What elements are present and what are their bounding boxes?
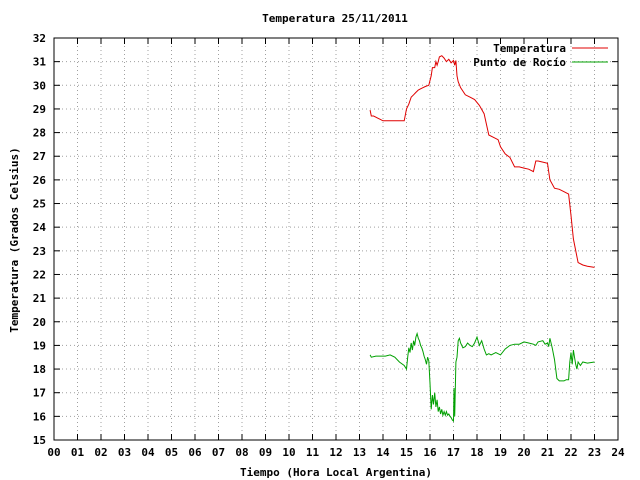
y-tick-label: 15 (33, 434, 46, 447)
legend-label-0: Temperatura (493, 42, 566, 55)
x-tick-label: 13 (353, 446, 366, 459)
x-tick-label: 02 (94, 446, 107, 459)
x-axis-label: Tiempo (Hora Local Argentina) (240, 466, 432, 479)
y-tick-label: 24 (33, 221, 47, 234)
series-line-0 (369, 55, 595, 268)
grid (54, 38, 618, 440)
y-tick-label: 16 (33, 410, 47, 423)
y-tick-label: 29 (33, 103, 46, 116)
x-tick-label: 09 (259, 446, 272, 459)
axis-ticks: 00 01 02 03 04 05 06 07 08 09 10 11 12 13 14 15 16 17 18 19… (33, 32, 625, 459)
x-tick-label: 12 (329, 446, 342, 459)
x-tick-label: 14 (376, 446, 390, 459)
y-tick-label: 28 (33, 127, 46, 140)
y-tick-label: 30 (33, 79, 46, 92)
legend-label-1: Punto de Rocío (473, 56, 566, 69)
x-tick-label: 22 (564, 446, 577, 459)
x-tick-label: 19 (494, 446, 507, 459)
series-lines (369, 55, 595, 423)
x-tick-label: 08 (235, 446, 248, 459)
x-tick-label: 01 (71, 446, 85, 459)
x-tick-label: 06 (188, 446, 202, 459)
x-tick-label: 18 (470, 446, 483, 459)
y-tick-label: 18 (33, 363, 46, 376)
y-tick-label: 19 (33, 339, 46, 352)
x-tick-label: 03 (118, 446, 131, 459)
x-tick-label: 11 (306, 446, 320, 459)
x-tick-label: 04 (141, 446, 155, 459)
y-axis-label: Temperatura (Grados Celsius) (8, 147, 21, 332)
y-tick-label: 31 (33, 56, 47, 69)
x-tick-label: 23 (588, 446, 601, 459)
x-tick-label: 10 (282, 446, 295, 459)
y-tick-label: 21 (33, 292, 47, 305)
series-line-1 (369, 331, 595, 423)
y-tick-label: 22 (33, 268, 46, 281)
y-tick-label: 25 (33, 198, 46, 211)
x-tick-label: 15 (400, 446, 413, 459)
y-tick-label: 32 (33, 32, 46, 45)
y-tick-label: 20 (33, 316, 46, 329)
x-tick-label: 05 (165, 446, 178, 459)
y-tick-label: 27 (33, 150, 46, 163)
x-tick-label: 16 (423, 446, 437, 459)
chart-title: Temperatura 25/11/2011 (262, 12, 408, 25)
x-tick-label: 20 (517, 446, 530, 459)
x-tick-label: 24 (611, 446, 625, 459)
x-tick-label: 17 (447, 446, 460, 459)
x-tick-label: 21 (541, 446, 555, 459)
y-tick-label: 17 (33, 387, 46, 400)
x-tick-label: 07 (212, 446, 225, 459)
y-tick-label: 23 (33, 245, 46, 258)
y-tick-label: 26 (33, 174, 47, 187)
x-tick-label: 00 (47, 446, 60, 459)
